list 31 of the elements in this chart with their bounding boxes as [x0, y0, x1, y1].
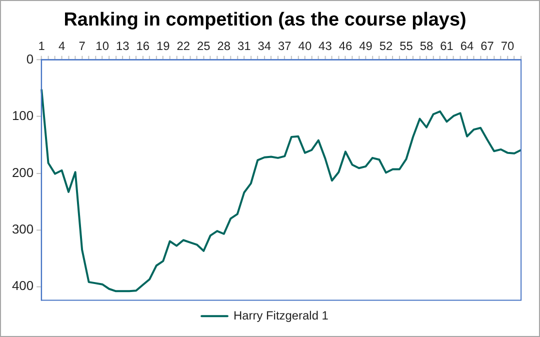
x-tick-label: 37 [278, 39, 292, 54]
x-tick-label: 1 [38, 39, 46, 54]
x-tick-label: 67 [480, 39, 494, 54]
y-tick-label: 100 [12, 108, 34, 124]
y-tick-label: 0 [26, 51, 34, 66]
x-tick-label: 70 [500, 39, 515, 54]
x-tick-label: 4 [58, 39, 66, 54]
x-tick-label: 7 [78, 39, 86, 54]
x-tick-label: 61 [440, 39, 454, 54]
legend-label: Harry Fitzgerald 1 [233, 308, 329, 322]
chart-title: Ranking in competition (as the course plays) [64, 10, 466, 30]
x-tick-label: 10 [96, 39, 110, 54]
x-tick-label: 46 [338, 39, 352, 54]
x-tick-label: 28 [217, 39, 231, 54]
x-tick-label: 22 [176, 39, 190, 54]
x-tick-label: 19 [156, 39, 170, 54]
x-tick-label: 43 [318, 39, 332, 54]
y-tick-label: 400 [12, 278, 34, 294]
x-tick-label: 55 [400, 39, 414, 54]
y-tick-label: 300 [12, 221, 34, 236]
x-tick-label: 64 [460, 39, 474, 54]
x-tick-label: 16 [136, 39, 150, 54]
y-tick-label: 200 [12, 164, 34, 180]
x-tick-label: 58 [420, 39, 434, 54]
x-tick-label: 31 [238, 39, 252, 54]
x-tick-label: 34 [258, 39, 272, 54]
x-tick-label: 13 [116, 39, 130, 54]
x-tick-label: 40 [298, 39, 312, 54]
x-tick-label: 52 [379, 39, 393, 54]
x-tick-label: 49 [359, 39, 373, 54]
x-tick-label: 25 [196, 39, 211, 54]
